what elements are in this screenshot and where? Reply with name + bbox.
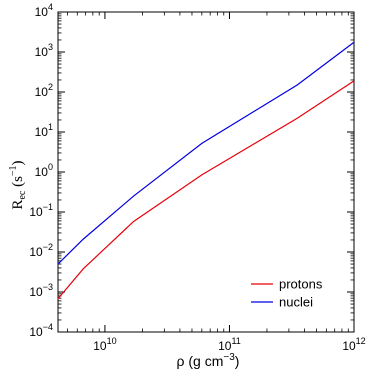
- series-line-protons: [57, 80, 355, 300]
- y-tick-label: 10−3: [29, 282, 53, 299]
- series-line-nuclei: [57, 41, 355, 265]
- x-tick-label: 1010: [93, 336, 116, 353]
- y-tick-label: 104: [35, 2, 53, 19]
- plot-area: 10−4 10−3 10−2 10−1 100 101 102 103 104 1010 1011 1…: [29, 2, 365, 353]
- y-tick-label: 102: [35, 82, 53, 99]
- y-tick-label: 103: [35, 42, 53, 59]
- y-tick-label: 101: [35, 122, 53, 139]
- x-tick-label: 1012: [342, 336, 365, 353]
- x-axis-label: ρ (g cm−3): [177, 352, 240, 369]
- y-tick-label: 100: [35, 162, 53, 179]
- legend-label-protons: protons: [279, 277, 323, 292]
- legend-label-nuclei: nuclei: [279, 295, 313, 310]
- y-tick-label: 10−2: [29, 242, 53, 259]
- y-tick-label: 10−4: [29, 322, 53, 339]
- x-tick-label: 1011: [218, 336, 241, 353]
- y-axis-label: Rec (s−1): [8, 160, 28, 209]
- y-tick-label: 10−1: [29, 202, 53, 219]
